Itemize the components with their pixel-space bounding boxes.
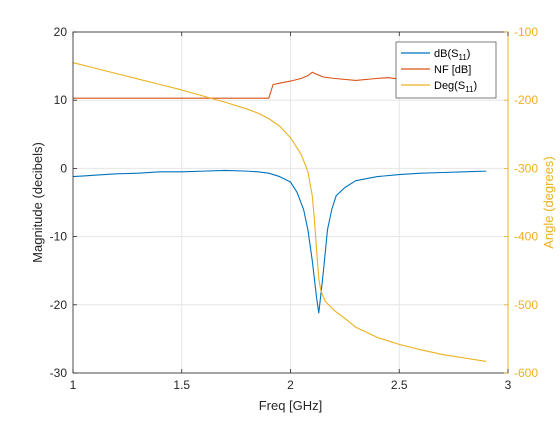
right-axis-label: Angle (degrees) xyxy=(541,156,556,249)
legend-label: Deg(S11) xyxy=(434,80,477,94)
y-right-tick-label: -500 xyxy=(514,298,538,312)
series-line-db-s11 xyxy=(72,169,487,314)
y-right-tick-label: -400 xyxy=(514,230,538,244)
y-left-tick-label: -30 xyxy=(50,366,68,380)
x-tick-label: 2 xyxy=(287,378,294,392)
y-left-tick-label: -10 xyxy=(50,230,68,244)
y-right-tick-label: -300 xyxy=(514,161,538,175)
x-tick-label: 2.5 xyxy=(391,378,408,392)
x-tick-label: 1.5 xyxy=(173,378,190,392)
tick-layer: 1 1.5 2 2.5 3-30-20-1001020-600-500-400-300-… xyxy=(50,25,539,392)
legend-box xyxy=(395,41,497,99)
left-axis-label: Magnitude (decibels) xyxy=(30,142,45,263)
y-left-tick-label: 20 xyxy=(54,25,68,39)
legend: dB(S11) NF [dB] Deg(S11) xyxy=(395,41,497,99)
y-left-tick-label: -20 xyxy=(50,298,68,312)
legend-label: NF [dB] xyxy=(434,64,471,76)
y-right-tick-label: -100 xyxy=(514,25,538,39)
y-left-tick-label: 0 xyxy=(60,161,67,175)
x-tick-label: 1 xyxy=(70,378,77,392)
y-right-tick-label: -600 xyxy=(514,366,538,380)
x-tick-label: 3 xyxy=(505,378,512,392)
series-line-deg-s11 xyxy=(72,62,487,362)
x-axis-label: Freq [GHz] xyxy=(259,398,323,413)
y-right-tick-label: -200 xyxy=(514,93,538,107)
legend-label: dB(S11) xyxy=(434,48,470,62)
y-left-tick-label: 10 xyxy=(54,93,68,107)
